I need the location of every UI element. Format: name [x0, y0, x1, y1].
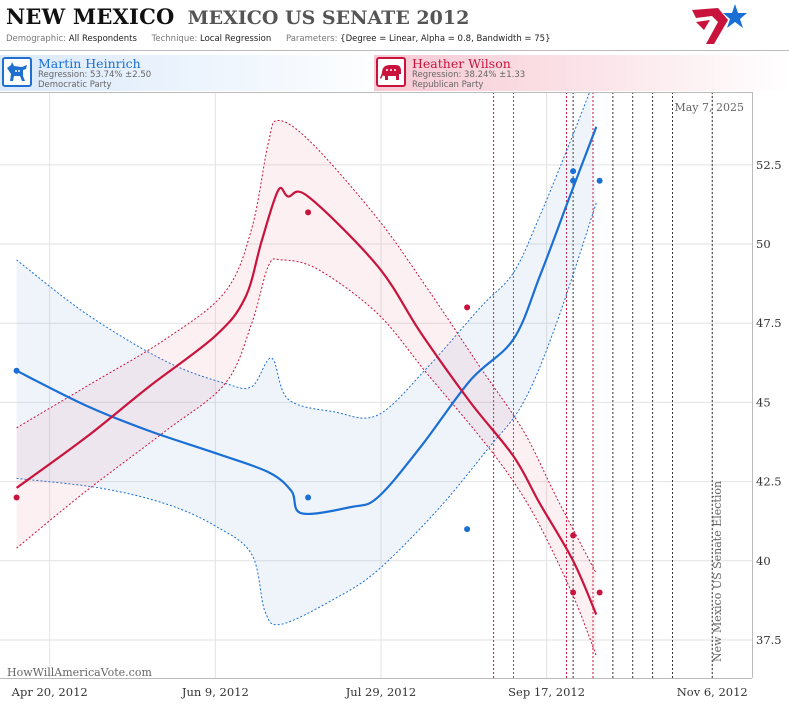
- chart-axes: 37.5 40 42.5 45 47.5 50 52.5 Apr 20, 2012 Jun 9,…: [0, 92, 782, 699]
- martin-heinrich-poll-point: [305, 494, 312, 501]
- heather-wilson-poll-point: [570, 589, 577, 596]
- site-logo-icon: [692, 4, 747, 44]
- martin-heinrich-poll-point: [464, 526, 471, 533]
- page-title: NEW MEXICO MEXICO US SENATE 2012: [6, 4, 469, 29]
- regression-lines: [15, 126, 598, 616]
- elephant-icon: [376, 57, 406, 87]
- martin-heinrich-poll-point: [570, 168, 577, 175]
- martin-heinrich-poll-point: [13, 367, 20, 374]
- donkey-icon: [2, 57, 32, 87]
- heather-wilson-confidence-band: [16, 120, 597, 656]
- state-title: NEW MEXICO: [6, 4, 175, 29]
- y-tick-label: 45: [756, 395, 771, 409]
- heather-wilson-poll-point: [464, 304, 471, 311]
- parameters-label: Parameters:: [285, 34, 338, 44]
- y-tick-label: 47.5: [756, 316, 782, 330]
- y-tick-label: 42.5: [756, 475, 782, 489]
- candidate-panel-dem: Martin Heinrich Regression: 53.74% ±2.50…: [0, 55, 395, 91]
- martin-heinrich-upper-bound: [16, 92, 591, 419]
- header-divider: [0, 50, 789, 51]
- rep-candidate-name: Heather Wilson: [412, 56, 511, 71]
- candidate-panel-rep: Heather Wilson Regression: 38.24% ±1.33 …: [374, 55, 789, 91]
- demographic-label: Demographic:: [6, 34, 67, 44]
- print-date: May 7, 2025: [674, 101, 744, 114]
- martin-heinrich-regression-line: [16, 126, 598, 515]
- parameters-row: Demographic: All Respondents Technique: …: [6, 34, 562, 44]
- dem-regression: Regression: 53.74% ±2.50: [38, 70, 152, 80]
- rep-party: Republican Party: [412, 80, 484, 90]
- heather-wilson-poll-point: [305, 209, 312, 216]
- demographic-value: All Respondents: [68, 34, 137, 44]
- heather-wilson-poll-point: [596, 589, 603, 596]
- reference-lines: [493, 92, 713, 678]
- martin-heinrich-poll-point: [596, 177, 603, 184]
- technique-value: Local Regression: [200, 34, 272, 44]
- x-tick-label: Sep 17, 2012: [508, 685, 585, 699]
- y-tick-label: 52.5: [756, 158, 782, 172]
- race-title: MEXICO US SENATE 2012: [187, 7, 470, 29]
- x-tick-label: Nov 6, 2012: [677, 685, 748, 699]
- watermark: HowWillAmericaVote.com: [7, 666, 152, 679]
- dem-party: Democratic Party: [38, 80, 112, 90]
- heather-wilson-lower-bound: [16, 258, 597, 656]
- y-tick-label: 40: [756, 554, 771, 568]
- heather-wilson-poll-point: [570, 532, 577, 539]
- heather-wilson-poll-point: [13, 494, 20, 501]
- technique-label: Technique:: [151, 34, 198, 44]
- martin-heinrich-poll-point: [570, 177, 577, 184]
- election-label: New Mexico US Senate Election: [711, 481, 724, 662]
- heather-wilson-regression-line: [15, 186, 598, 616]
- chart-labels: May 7, 2025 HowWillAmericaVote.com New Mex…: [7, 101, 744, 679]
- y-tick-label: 50: [756, 237, 771, 251]
- poll-points: [13, 168, 603, 596]
- poll-chart: 37.5 40 42.5 45 47.5 50 52.5 Apr 20, 2012 Jun 9,…: [0, 92, 782, 699]
- x-tick-label: Jul 29, 2012: [345, 685, 417, 699]
- y-tick-label: 37.5: [756, 633, 782, 647]
- martin-heinrich-confidence-band: [16, 92, 597, 625]
- rep-regression: Regression: 38.24% ±1.33: [412, 70, 526, 80]
- confidence-bands: [16, 92, 597, 656]
- x-tick-label: Apr 20, 2012: [11, 685, 88, 699]
- x-tick-label: Jun 9, 2012: [181, 685, 249, 699]
- parameters-value: {Degree = Linear, Alpha = 0.8, Bandwidth…: [340, 34, 551, 44]
- dem-candidate-name: Martin Heinrich: [38, 56, 141, 71]
